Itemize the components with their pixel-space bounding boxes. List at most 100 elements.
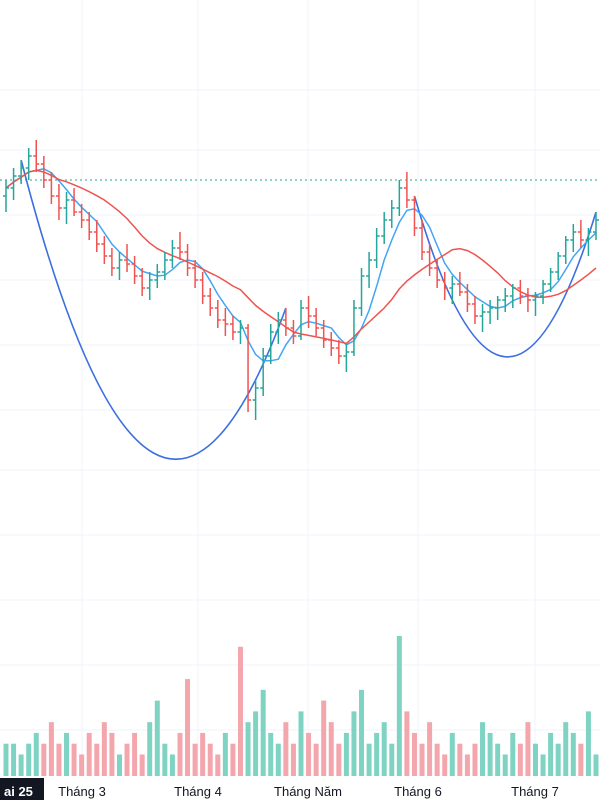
ohlc-bar <box>184 244 191 276</box>
ohlc-bar <box>71 188 78 216</box>
volume-bar <box>116 754 122 776</box>
ohlc-bar <box>78 204 85 228</box>
ohlc-bar <box>328 332 335 356</box>
ohlc-bar <box>275 312 282 344</box>
volume-bar <box>18 754 24 776</box>
ohlc-bar <box>139 268 146 296</box>
volume-bar <box>237 646 243 776</box>
ohlc-bar <box>532 292 539 316</box>
volume-bar <box>457 743 463 776</box>
volume-bar <box>563 722 569 776</box>
ohlc-bar <box>237 320 244 344</box>
x-axis-tick-label: Tháng 4 <box>174 784 222 799</box>
volume-bar <box>593 754 599 776</box>
volume-bar <box>517 743 523 776</box>
volume-bar <box>555 743 561 776</box>
x-axis: Tháng 3 Tháng 4 Tháng Năm Tháng 6 Tháng 7 ai … <box>0 776 600 800</box>
ohlc-bar <box>434 260 441 288</box>
ohlc-bar <box>540 280 547 304</box>
volume-bar <box>548 732 554 776</box>
volume-bar <box>124 743 130 776</box>
rounded-bottom-arc <box>413 195 597 358</box>
ohlc-bar <box>487 300 494 324</box>
ohlc-bar <box>10 168 17 200</box>
ohlc-bar <box>40 156 47 188</box>
ohlc-bar <box>63 192 70 224</box>
ohlc-bar <box>426 244 433 276</box>
ohlc-bar <box>252 380 259 420</box>
ohlc-bar <box>593 212 599 240</box>
ohlc-bar <box>419 220 426 260</box>
volume-bar <box>245 722 251 776</box>
x-axis-tick-label: Tháng 7 <box>511 784 559 799</box>
ohlc-bar <box>471 296 478 324</box>
volume-bar <box>253 711 259 776</box>
volume-bar <box>230 743 236 776</box>
ohlc-bar <box>3 180 9 212</box>
x-axis-tick-label: Tháng 6 <box>394 784 442 799</box>
volume-bar <box>487 732 493 776</box>
ohlc-bar <box>25 148 32 180</box>
ohlc-bar <box>108 248 115 276</box>
volume-bar <box>260 689 266 776</box>
ohlc-bar <box>441 272 448 300</box>
ohlc-bar <box>517 280 524 304</box>
volume-bar <box>200 732 206 776</box>
ohlc-bar <box>456 272 463 296</box>
ohlc-bar <box>282 308 289 336</box>
ohlc-bar <box>381 212 388 244</box>
volume-bar <box>389 743 395 776</box>
ohlc-bar <box>290 320 297 344</box>
ohlc-bar <box>335 340 342 364</box>
ohlc-bar <box>320 320 327 348</box>
volume-bar <box>396 636 402 776</box>
ohlc-bar <box>214 300 221 328</box>
ohlc-bar <box>494 296 501 320</box>
volume-bar <box>366 743 372 776</box>
volume-bar <box>132 732 138 776</box>
volume-bar <box>268 732 274 776</box>
volume-bar <box>321 700 327 776</box>
volume-bar <box>381 722 387 776</box>
ohlc-bar <box>403 172 410 208</box>
volume-bar <box>480 722 486 776</box>
volume-bar <box>495 743 501 776</box>
ohlc-bar <box>298 300 304 340</box>
volume-bar <box>162 743 168 776</box>
ohlc-bar <box>260 348 267 396</box>
ohlc-bar <box>33 140 40 172</box>
ohlc-bar <box>116 252 123 280</box>
volume-bar <box>275 743 281 776</box>
ohlc-bar <box>585 228 592 256</box>
volume-bar <box>94 743 100 776</box>
volume-bar <box>343 732 349 776</box>
x-axis-tick-label: Tháng Năm <box>274 784 342 799</box>
ohlc-bar <box>411 196 418 236</box>
volume-bar <box>540 754 546 776</box>
ohlc-bar <box>55 184 62 220</box>
volume-bar <box>33 732 39 776</box>
volume-bar <box>290 743 296 776</box>
ohlc-bar <box>524 288 531 312</box>
volume-bar <box>154 700 160 776</box>
grid <box>0 0 600 776</box>
volume-bar <box>147 722 153 776</box>
volume-bar <box>26 743 32 776</box>
ohlc-bar <box>343 344 350 372</box>
volume-bar <box>298 711 304 776</box>
ohlc-bar <box>350 300 357 356</box>
volume-bar <box>328 722 334 776</box>
volume-bar <box>510 732 516 776</box>
ohlc-bar <box>570 224 577 252</box>
volume-bar <box>215 754 221 776</box>
ohlc-bar <box>388 200 395 228</box>
ohlc-bar <box>313 308 320 336</box>
volume-bar <box>464 754 470 776</box>
volume-bar <box>585 711 591 776</box>
volume-bar <box>449 732 455 776</box>
volume-bar <box>442 754 448 776</box>
volume-bar <box>222 732 228 776</box>
ohlc-bar <box>199 272 206 304</box>
